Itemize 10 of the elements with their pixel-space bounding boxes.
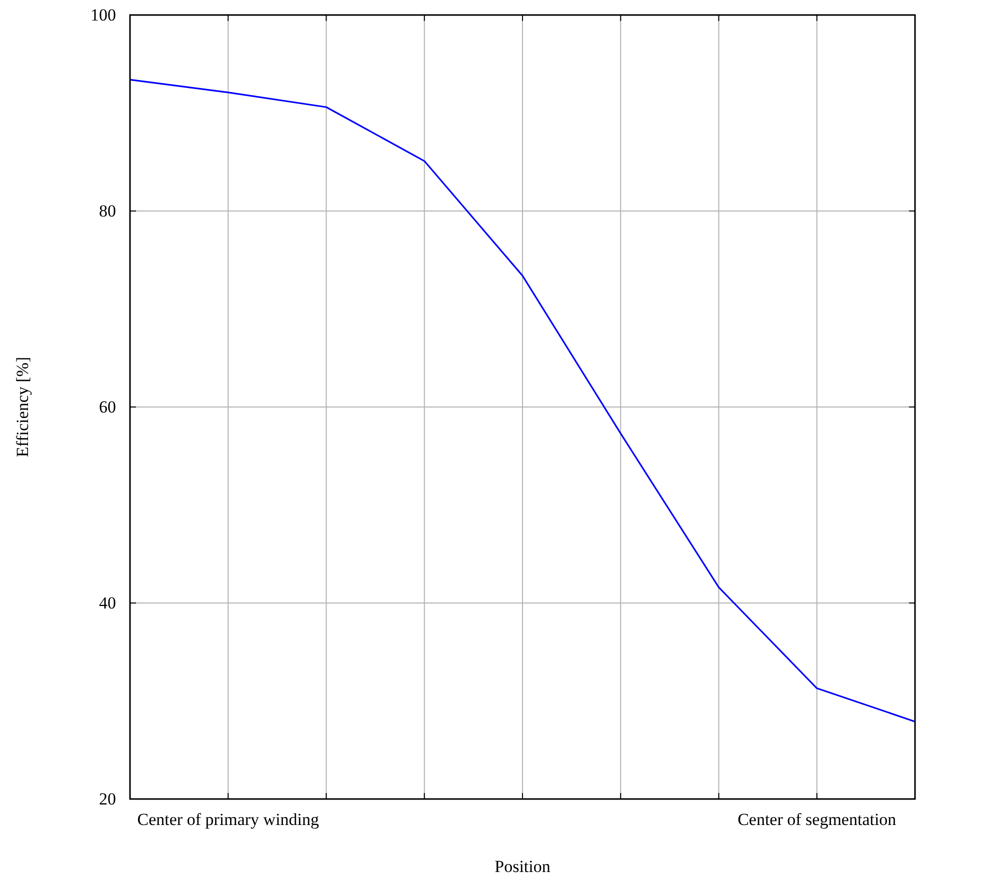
x-tick-label: Center of segmentation bbox=[738, 810, 897, 830]
y-tick-label: 20 bbox=[99, 789, 116, 808]
y-tick-label: 40 bbox=[99, 593, 116, 612]
y-axis-title: Efficiency [%] bbox=[13, 356, 32, 458]
y-tick-label: 80 bbox=[99, 201, 116, 220]
x-tick-label: Center of primary winding bbox=[137, 810, 320, 830]
x-axis-title: Position bbox=[494, 857, 551, 876]
y-tick-label: 60 bbox=[99, 397, 116, 416]
line-series bbox=[129, 78, 916, 722]
y-tick-label: 100 bbox=[90, 5, 116, 24]
